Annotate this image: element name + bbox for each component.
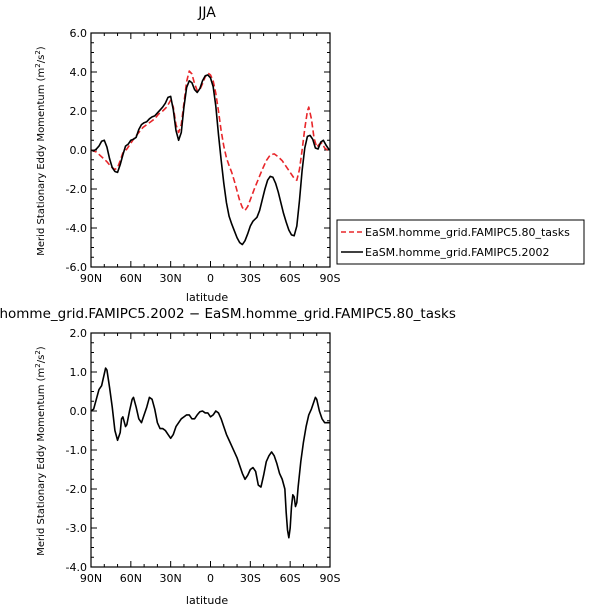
y-tick-label: 0.0: [70, 144, 88, 157]
top-y-tick-labels: -6.0 -4.0 -2.0 0.0 2.0 4.0 6.0: [66, 27, 87, 274]
bottom-series-group: [90, 367, 330, 539]
top-panel: JJA 90N 60N 30N 0 30S 60S 90S -6.0 -4.0 -2.0 0.0 2…: [34, 5, 341, 304]
y-tick-label: 4.0: [70, 66, 88, 79]
bottom-y-tick-labels: -4.0 -3.0 -2.0 -1.0 0.0 1.0 2.0: [66, 327, 87, 574]
top-series-line-0: [90, 70, 330, 212]
y-tick-label: -3.0: [66, 522, 87, 535]
top-series-line-1: [90, 74, 331, 246]
bottom-axis-ticks: [90, 332, 331, 568]
bottom-plot-frame: [90, 332, 331, 568]
top-x-tick-labels: 90N 60N 30N 0 30S 60S 90S: [80, 272, 341, 285]
x-tick-label: 30S: [240, 272, 261, 285]
y-tick-label: 0.0: [70, 405, 88, 418]
top-series-group: [90, 70, 331, 246]
y-tick-label: 6.0: [70, 27, 88, 40]
x-tick-label: 0: [207, 572, 214, 585]
x-tick-label: 30S: [240, 572, 261, 585]
y-tick-label: 2.0: [70, 105, 88, 118]
bottom-x-axis-label: latitude: [186, 594, 228, 607]
top-chart-title: JJA: [197, 5, 216, 21]
y-tick-label: 2.0: [70, 327, 88, 340]
y-tick-label: 1.0: [70, 366, 88, 379]
y-tick-label: -2.0: [66, 183, 87, 196]
x-tick-label: 90S: [320, 572, 341, 585]
bottom-chart-title: EaSM.homme_grid.FAMIPC5.2002 − EaSM.homm…: [0, 306, 456, 322]
x-tick-label: 90S: [320, 272, 341, 285]
x-tick-label: 60S: [280, 272, 301, 285]
y-tick-label: -4.0: [66, 222, 87, 235]
legend-box: [336, 219, 585, 265]
top-x-axis-label: latitude: [186, 291, 228, 304]
y-tick-label: -6.0: [66, 261, 87, 274]
x-tick-label: 60S: [280, 572, 301, 585]
y-tick-label: -4.0: [66, 561, 87, 574]
top-y-axis-label: Merid Stationary Eddy Momentum (m2/s2): [34, 46, 47, 256]
x-tick-label: 30N: [160, 272, 182, 285]
y-tick-label: -1.0: [66, 444, 87, 457]
y-tick-label: -2.0: [66, 483, 87, 496]
x-tick-label: 0: [207, 272, 214, 285]
x-tick-label: 60N: [120, 272, 142, 285]
legend: EaSM.homme_grid.FAMIPC5.80_tasks EaSM.ho…: [336, 219, 585, 265]
x-tick-label: 90N: [80, 572, 102, 585]
top-axis-ticks: [90, 32, 331, 268]
bottom-y-axis-label: Merid Stationary Eddy Momentum (m2/s2): [34, 346, 47, 556]
bot-series-line-0: [90, 367, 330, 539]
x-tick-label: 90N: [80, 272, 102, 285]
legend-label-2002: EaSM.homme_grid.FAMIPC5.2002: [365, 246, 549, 259]
bottom-panel: EaSM.homme_grid.FAMIPC5.2002 − EaSM.homm…: [0, 306, 456, 607]
bottom-x-tick-labels: 90N 60N 30N 0 30S 60S 90S: [80, 572, 341, 585]
x-tick-label: 60N: [120, 572, 142, 585]
x-tick-label: 30N: [160, 572, 182, 585]
legend-label-80-tasks: EaSM.homme_grid.FAMIPC5.80_tasks: [365, 226, 570, 239]
